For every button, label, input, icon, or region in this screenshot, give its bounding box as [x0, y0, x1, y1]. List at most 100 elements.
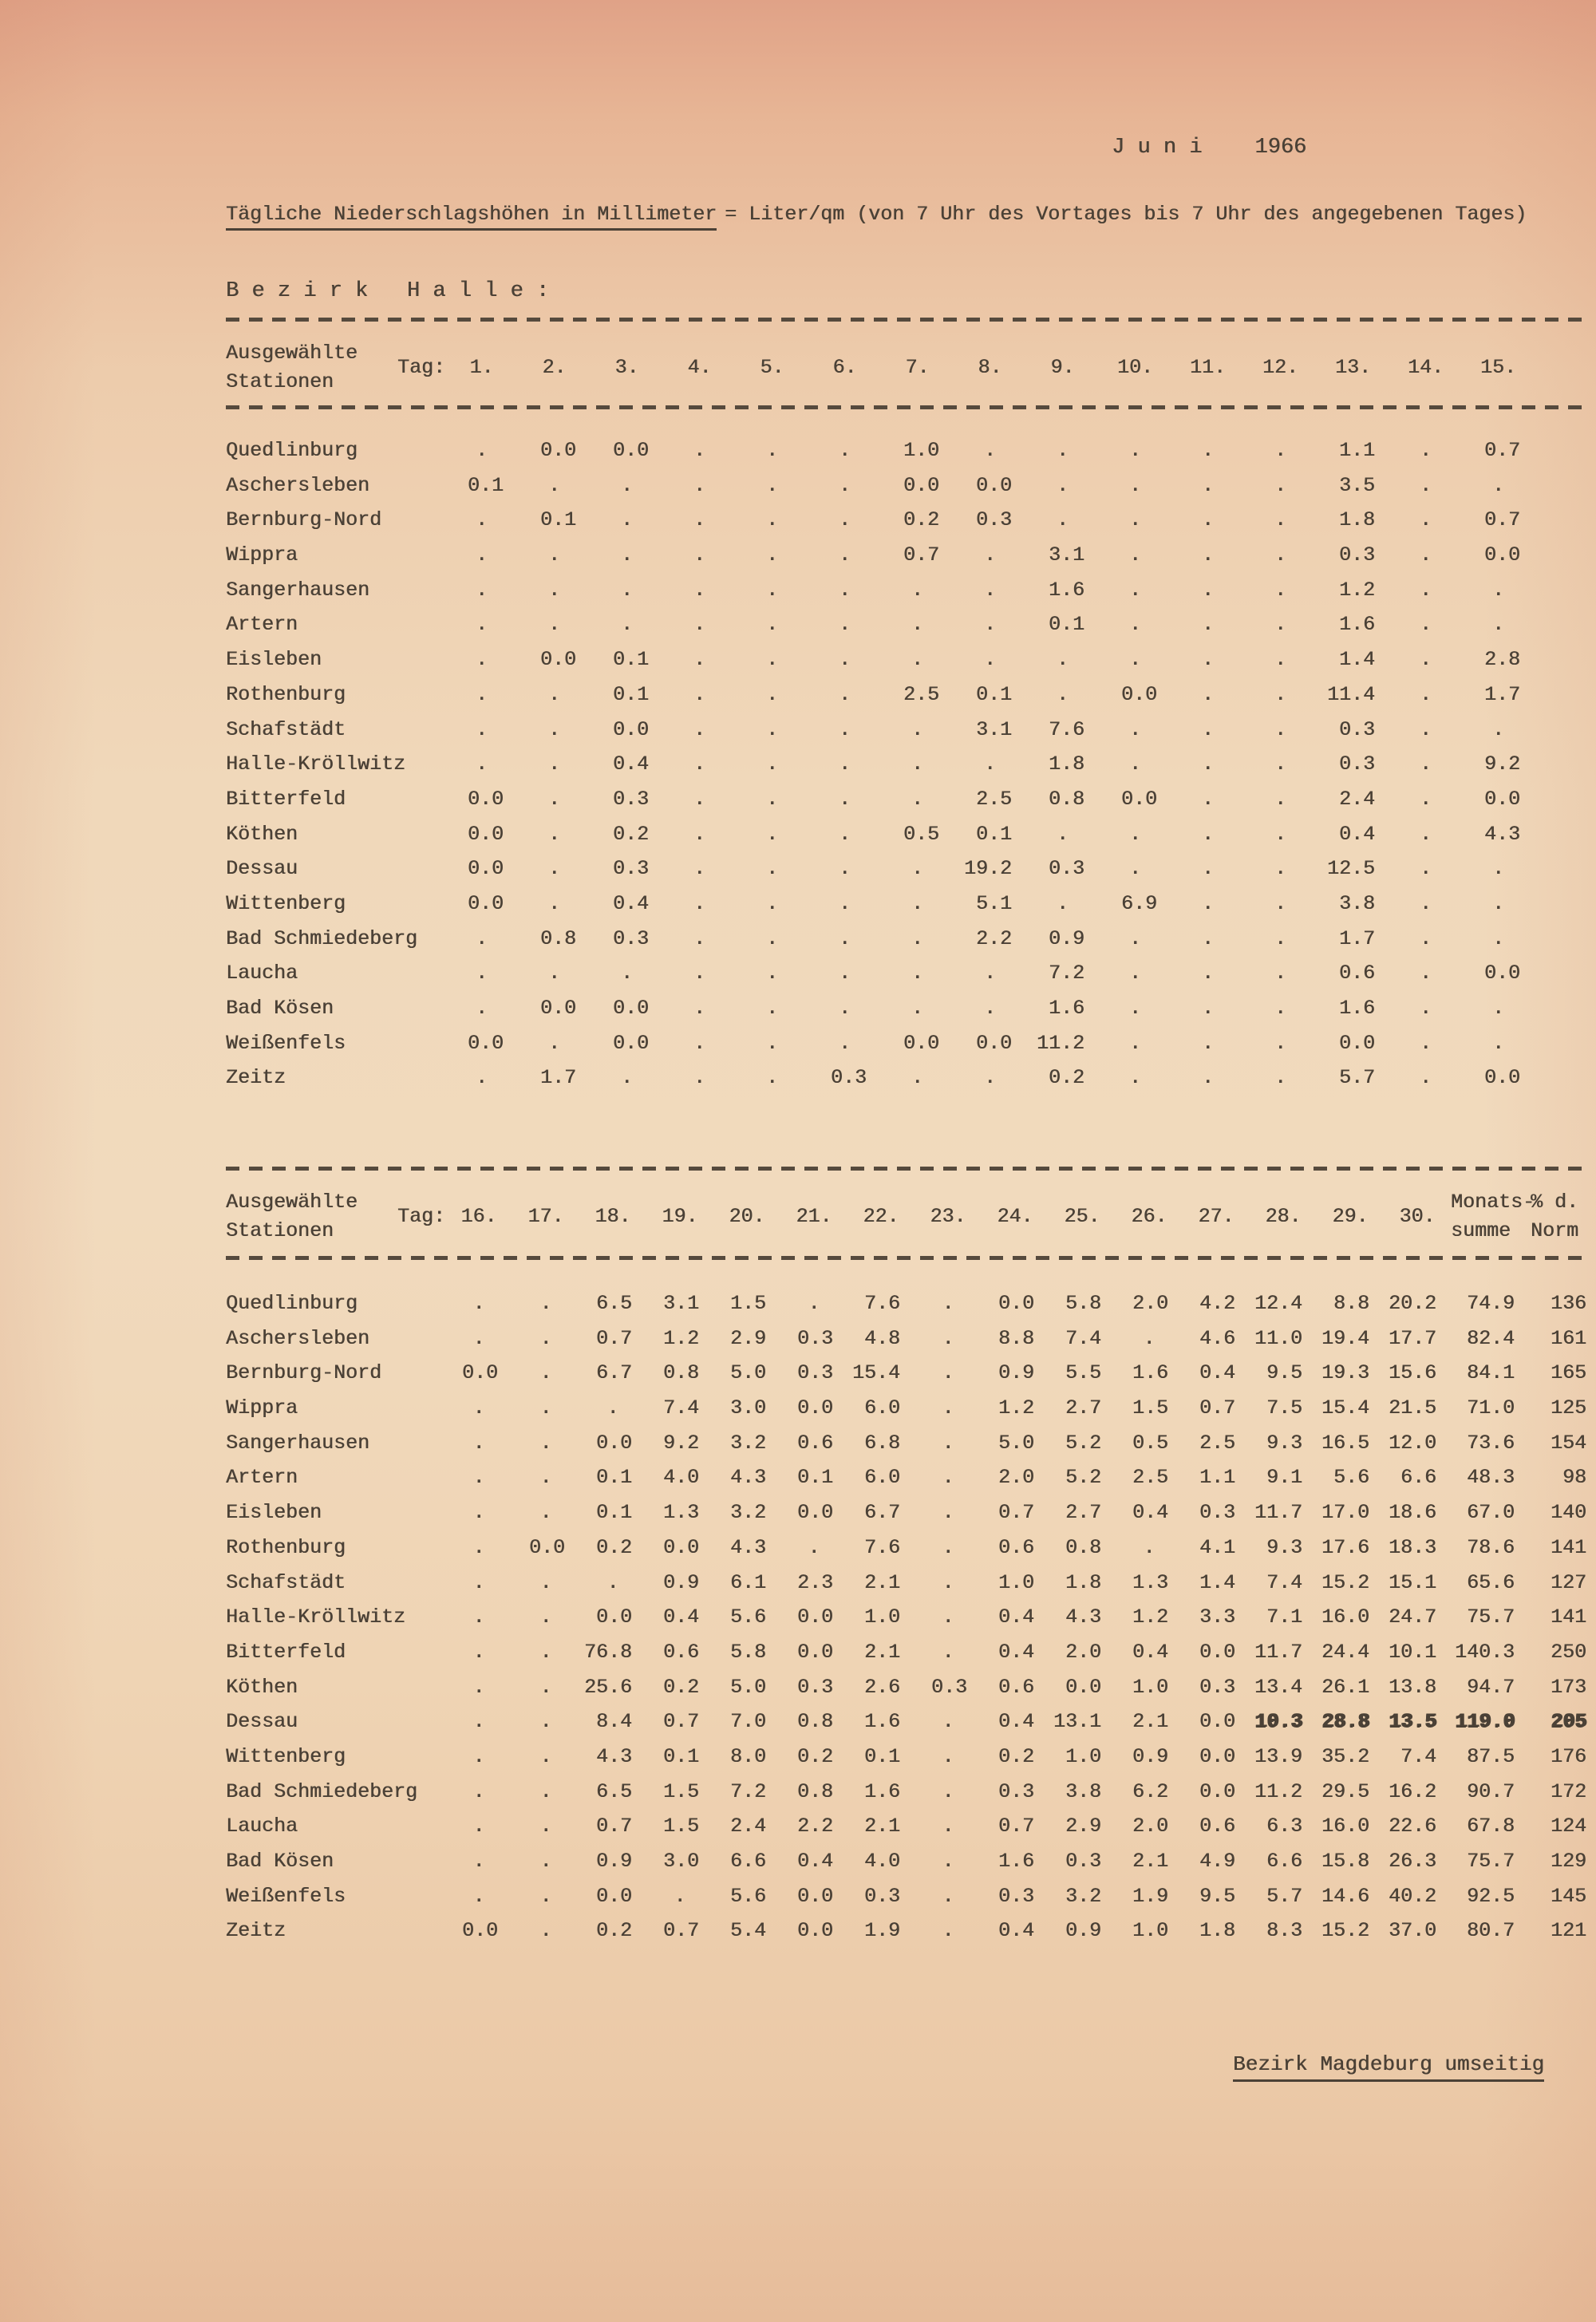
tag-spacer: [397, 1460, 445, 1495]
precip-value-cell: 1.6: [1048, 997, 1084, 1020]
dot-placeholder: .: [693, 508, 705, 532]
dot-placeholder: .: [539, 1744, 552, 1768]
station-label: Schafstädt: [226, 1570, 346, 1594]
dot-placeholder: .: [838, 439, 851, 462]
dot-placeholder: .: [838, 473, 851, 497]
precip-value-cell: 0.0: [612, 997, 649, 1020]
dot-placeholder: .: [765, 543, 778, 567]
dot-placeholder: .: [693, 822, 705, 846]
precip-value-cell: 5.1: [975, 891, 1012, 915]
dot-placeholder: .: [1274, 543, 1286, 567]
tag-spacer: [397, 1844, 445, 1879]
precip-value-cell: 0.0: [903, 1031, 939, 1055]
dot-placeholder: .: [1056, 891, 1069, 915]
precip-value-cell: 2.7: [1065, 1501, 1101, 1525]
precip-value-cell: 0.3: [612, 926, 649, 950]
dot-placeholder: .: [539, 1501, 552, 1525]
precip-value-cell: 0.0: [612, 439, 649, 462]
tag-spacer: [397, 1600, 445, 1635]
dot-placeholder: .: [620, 508, 633, 532]
dot-placeholder: .: [1143, 1535, 1156, 1559]
table-row: Artern.. 0.1 4.0 4.3 0.1 6.0. 2.0 5.2 2.5 1.1 9.1 5…: [226, 1460, 1594, 1495]
precip-value-cell: 7.0: [729, 1710, 766, 1734]
precip-value-cell: 2.8: [1483, 648, 1520, 672]
dot-placeholder: .: [942, 1326, 954, 1350]
precip-value-cell: 0.4: [1132, 1501, 1168, 1525]
precip-value-cell: 13.4: [1254, 1675, 1302, 1699]
monthly-sum-cell: 80.7: [1466, 1919, 1515, 1943]
dot-placeholder: .: [539, 1919, 552, 1943]
dot-placeholder: .: [693, 578, 705, 602]
dot-placeholder: .: [1491, 578, 1504, 602]
precip-value-cell: 11.7: [1254, 1640, 1302, 1664]
dot-placeholder: .: [1201, 682, 1214, 706]
precip-value-cell: 0.0: [796, 1605, 833, 1629]
precip-value-cell: 0.3: [930, 1675, 967, 1699]
precip-value-cell: 15.6: [1388, 1361, 1436, 1385]
dot-placeholder: .: [1419, 473, 1432, 497]
precip-value-cell: 1.9: [863, 1919, 900, 1943]
dot-placeholder: .: [475, 997, 488, 1020]
table-row: Wittenberg 0.0. 0.4.... 5.1. 6.9.. 3.8..: [226, 887, 1535, 922]
dot-placeholder: .: [983, 962, 996, 985]
station-label: Bad Schmiedeberg: [226, 926, 418, 950]
table1-body-days-1-15: Quedlinburg. 0.0 0.0... 1.0..... 1.1. 0.7 Asch…: [226, 433, 1535, 1096]
station-label: Wippra: [226, 543, 298, 567]
precip-value-cell: 1.6: [1048, 578, 1084, 602]
precip-value-cell: 0.7: [662, 1919, 699, 1943]
precip-value-cell: 0.6: [998, 1675, 1034, 1699]
dot-placeholder: .: [983, 543, 996, 567]
precip-value-cell: 0.0: [796, 1501, 833, 1525]
dot-placeholder: .: [983, 613, 996, 637]
station-label: Halle-Kröllwitz: [226, 1605, 406, 1629]
monthly-sum-cell: 75.7: [1466, 1850, 1515, 1873]
day-number-header: 4.: [687, 356, 712, 379]
precip-value-cell: 0.0: [796, 1919, 833, 1943]
tag-spacer: [397, 922, 445, 957]
dot-placeholder: .: [911, 787, 923, 811]
precip-value-cell: 11.2: [1036, 1031, 1084, 1055]
dot-placeholder: .: [1419, 717, 1432, 741]
precip-value-cell: 0.2: [612, 822, 649, 846]
dot-placeholder: .: [1491, 613, 1504, 637]
precip-value-cell: 0.7: [662, 1710, 699, 1734]
dot-placeholder: .: [942, 1501, 954, 1525]
table-row: Schafstädt.. 0.0.... 3.1 7.6... 0.3..: [226, 713, 1535, 748]
precip-value-cell: 0.2: [595, 1919, 632, 1943]
dot-placeholder: .: [942, 1570, 954, 1594]
stations-column-header: Ausgewählte Stationen: [226, 342, 358, 393]
precip-value-cell: 1.2: [998, 1396, 1034, 1420]
dot-placeholder: .: [838, 787, 851, 811]
dot-placeholder: .: [472, 1850, 485, 1873]
tag-label: Tag:: [397, 356, 446, 379]
dot-placeholder: .: [1491, 857, 1504, 881]
precip-value-cell: 0.0: [903, 473, 939, 497]
day-number-header: 21.: [796, 1205, 832, 1228]
precip-value-cell: 19.3: [1321, 1361, 1369, 1385]
table-row: Sangerhausen........ 1.6... 1.2..: [226, 573, 1535, 608]
day-number-header: 15.: [1479, 356, 1516, 379]
precip-value-cell: 0.8: [662, 1361, 699, 1385]
table-row: Halle-Kröllwitz.. 0.4..... 1.8... 0.3. 9.2: [226, 747, 1535, 782]
dot-placeholder: .: [472, 1466, 485, 1490]
dot-placeholder: .: [547, 473, 560, 497]
dot-placeholder: .: [547, 543, 560, 567]
precip-value-cell: 0.1: [595, 1501, 632, 1525]
dot-placeholder: .: [1201, 648, 1214, 672]
dot-placeholder: .: [1274, 997, 1286, 1020]
station-label: Bernburg-Nord: [226, 508, 382, 532]
precip-value-cell: 4.3: [595, 1744, 632, 1768]
precip-value-cell: 0.7: [595, 1815, 632, 1838]
dot-placeholder: .: [838, 962, 851, 985]
precip-value-cell: 2.4: [729, 1815, 766, 1838]
percent-of-norm-cell: 141: [1550, 1535, 1586, 1559]
precip-value-cell: 0.0: [595, 1605, 632, 1629]
precip-value-cell: 0.0: [998, 1292, 1034, 1315]
dot-placeholder: .: [539, 1779, 552, 1803]
table-row: Köthen.. 25.6 0.2 5.0 0.3 2.6 0.3 0.6 0.0 1.0 0.3 1…: [226, 1670, 1594, 1705]
dot-placeholder: .: [1056, 648, 1069, 672]
precip-value-cell: 20.2: [1388, 1292, 1436, 1315]
precip-value-cell: 7.5: [1266, 1396, 1302, 1420]
dot-placeholder: .: [1201, 857, 1214, 881]
dot-placeholder: .: [1201, 787, 1214, 811]
